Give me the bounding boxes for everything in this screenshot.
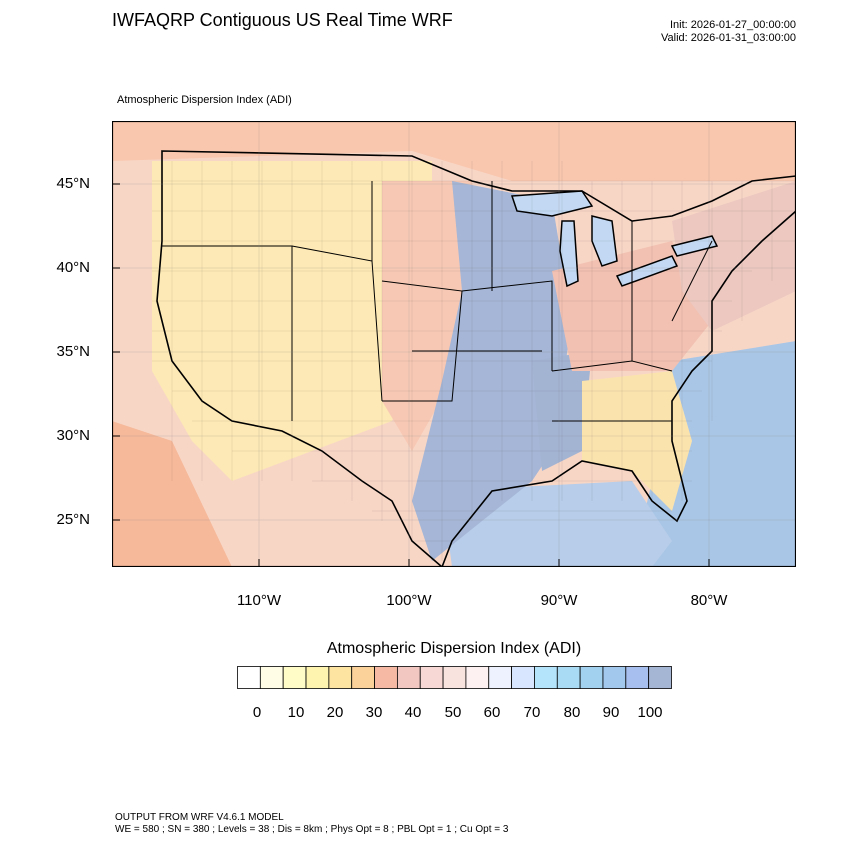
footer-line-2: WE = 580 ; SN = 380 ; Levels = 38 ; Dis …: [115, 824, 509, 835]
us-outline: [156, 150, 796, 567]
northeast: [672, 181, 796, 331]
run-times: Init: 2026-01-27_00:00:00 Valid: 2026-01…: [600, 19, 796, 45]
southeast-blue: [532, 351, 592, 471]
colorbar-tick-label: 30: [365, 704, 383, 721]
pacific-west: [112, 421, 232, 567]
colorbar-box: [648, 666, 672, 689]
footer-line-1: OUTPUT FROM WRF V4.6.1 MODEL: [115, 812, 284, 823]
lat-label-30: 30°N: [56, 427, 90, 444]
colorbar-box: [396, 666, 421, 689]
colorbar-tick-label: 0: [252, 704, 262, 721]
lake-ontario: [670, 235, 719, 257]
lon-label-80: 80°W: [690, 592, 728, 609]
colorbar-box: [488, 666, 512, 689]
model-footer: OUTPUT FROM WRF V4.6.1 MODEL WE = 580 ; …: [115, 812, 508, 836]
colorbar-box: [305, 666, 330, 689]
southeast-yellow: [582, 371, 692, 511]
adi-map: [112, 121, 796, 567]
lon-label-110: 110°W: [236, 592, 282, 609]
valid-time: Valid: 2026-01-31_03:00:00: [661, 32, 796, 44]
county-lines: [152, 161, 796, 561]
colorbar-tick-label: 20: [326, 704, 344, 721]
colorbar-box: [259, 666, 284, 689]
colorbar-box: [556, 666, 581, 689]
colorbar-tick-label: 90: [602, 704, 620, 721]
lat-label-35: 35°N: [56, 343, 90, 360]
map-frame: [112, 121, 796, 567]
colorbar-box: [534, 666, 558, 689]
colorbar: [237, 666, 672, 689]
colorbar-box: [602, 666, 627, 689]
init-time: Init: 2026-01-27_00:00:00: [670, 19, 796, 31]
colorbar-box: [625, 666, 650, 689]
lake-michigan: [559, 220, 579, 288]
central-blue-band: [412, 181, 572, 561]
lon-label-100: 100°W: [386, 592, 432, 609]
colorbar-tick-label: 60: [483, 704, 501, 721]
colorbar-box: [374, 666, 398, 689]
graticule: [112, 121, 796, 567]
lake-superior: [510, 190, 594, 217]
state-boundaries: [162, 181, 713, 422]
colorbar-box: [442, 666, 467, 689]
colorbar-box: [237, 666, 261, 689]
colorbar-box: [465, 666, 490, 689]
map-title: IWFAQRP Contiguous US Real Time WRF: [112, 10, 453, 30]
lat-label-45: 45°N: [56, 175, 90, 192]
colorbar-box: [351, 666, 375, 689]
lake-huron: [591, 215, 618, 267]
colorbar-tick-label: 70: [523, 704, 541, 721]
colorbar-box: [282, 666, 307, 689]
colorbar-box: [511, 666, 535, 689]
lat-label-25: 25°N: [56, 511, 90, 528]
colorbar-tick-label: 80: [563, 704, 581, 721]
map-subtitle: Atmospheric Dispersion Index (ADI): [117, 94, 292, 106]
colorbar-box: [419, 666, 444, 689]
colorbar-title: Atmospheric Dispersion Index (ADI): [326, 640, 582, 657]
colorbar-tick-label: 40: [404, 704, 422, 721]
lat-label-40: 40°N: [56, 259, 90, 276]
canada-north: [112, 121, 796, 181]
colorbar-box: [579, 666, 604, 689]
plains: [382, 181, 482, 451]
colorbar-box: [328, 666, 353, 689]
lon-label-90: 90°W: [540, 592, 578, 609]
colorbar-tick-label: 100: [637, 704, 663, 721]
colorbar-tick-label: 10: [287, 704, 305, 721]
colorbar-tick-label: 50: [444, 704, 462, 721]
axis-ticks: [112, 183, 710, 567]
